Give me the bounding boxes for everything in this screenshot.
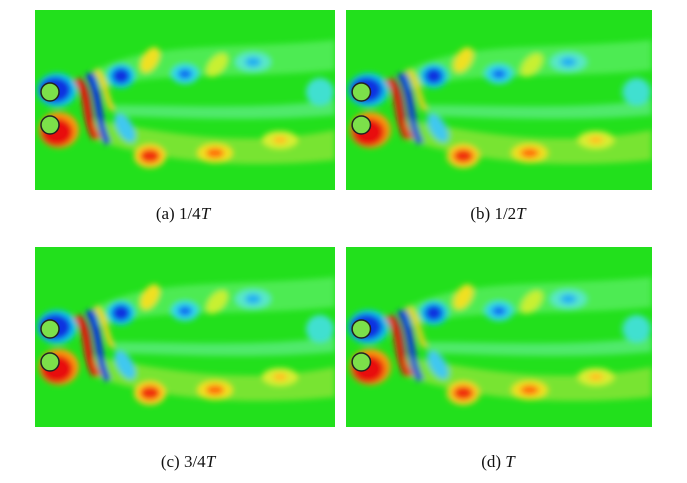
caption-period: T — [206, 452, 217, 471]
panel-d — [346, 247, 652, 427]
caption-tag: (d) — [481, 452, 501, 471]
caption-fraction: 1/4 — [179, 204, 201, 223]
caption-tag: (b) — [470, 204, 490, 223]
caption-tag: (c) — [161, 452, 180, 471]
caption: (a) 1/4T — [156, 204, 212, 223]
panel-c — [35, 247, 335, 427]
caption: (b) 1/2T — [470, 204, 527, 223]
panel-a — [35, 10, 335, 190]
caption: (d) T — [481, 452, 516, 471]
caption-fraction: 3/4 — [184, 452, 206, 471]
caption-period: T — [516, 204, 527, 223]
caption-fraction: 1/2 — [494, 204, 516, 223]
caption-tag: (a) — [156, 204, 175, 223]
caption-period: T — [505, 452, 516, 471]
caption-period: T — [201, 204, 212, 223]
caption: (c) 3/4T — [161, 452, 217, 471]
panel-b — [346, 10, 652, 190]
